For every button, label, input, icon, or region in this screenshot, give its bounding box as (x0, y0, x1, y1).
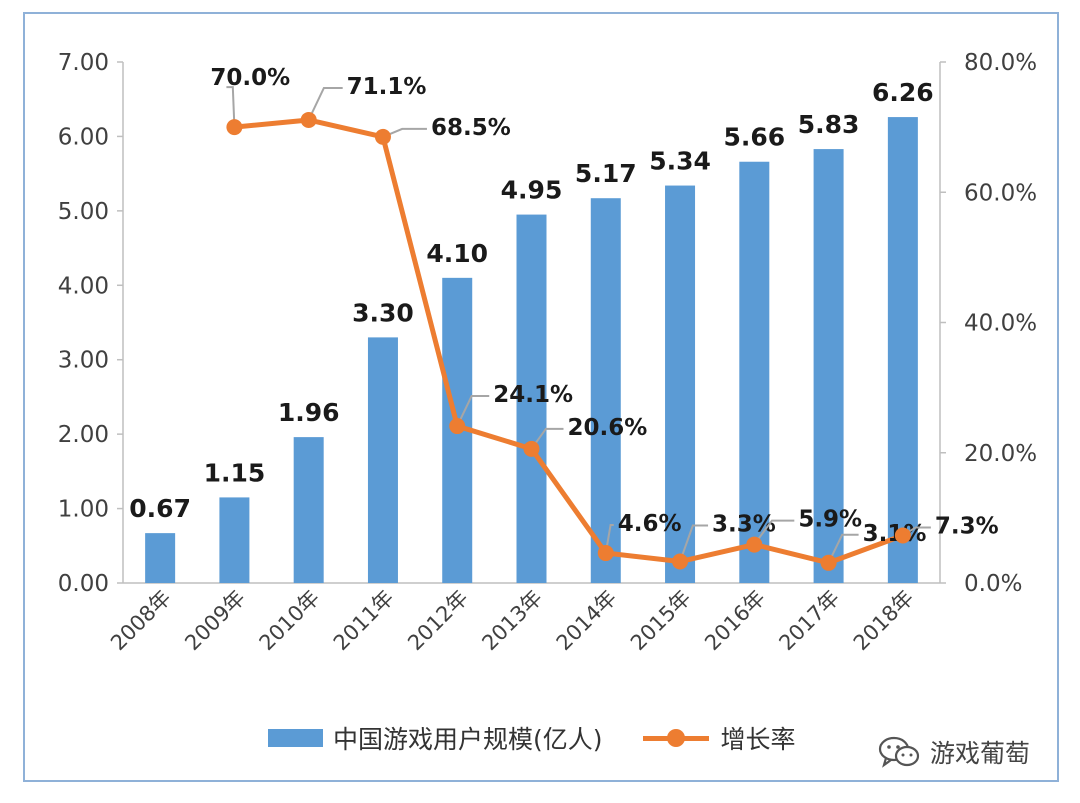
legend-users-label: 中国游戏用户规模(亿人) (333, 725, 603, 754)
bar-value-label: 4.10 (426, 239, 488, 268)
chart-frame (23, 12, 1059, 782)
bar-value-label: 1.96 (278, 398, 340, 427)
leader-line (456, 395, 490, 427)
x-tick-label: 2017年 (775, 586, 845, 656)
legend: 中国游戏用户规模(亿人) 增长率 (268, 718, 796, 758)
growth-point (226, 119, 243, 136)
right-tick-label: 0.0% (964, 571, 1022, 597)
left-tick-label: 7.00 (58, 50, 109, 76)
x-tick-label: 2008年 (106, 586, 176, 656)
growth-point (300, 111, 317, 128)
bar (887, 117, 918, 583)
bar (145, 533, 176, 583)
watermark: 游戏葡萄 (878, 734, 1030, 770)
x-tick-label: 2015年 (626, 586, 696, 656)
leader-line (753, 519, 795, 546)
growth-point (672, 553, 689, 570)
bar-value-label: 6.26 (872, 78, 934, 107)
bar (739, 161, 770, 583)
left-tick-label: 6.00 (58, 124, 109, 150)
left-tick-label: 3.00 (58, 348, 109, 374)
right-tick-label: 40.0% (964, 311, 1037, 337)
bar-value-label: 5.66 (723, 123, 785, 152)
growth-point (894, 527, 911, 544)
growth-point (449, 418, 466, 435)
bar-value-label: 5.34 (649, 147, 711, 176)
legend-line-swatch (642, 729, 709, 747)
left-tick-label: 0.00 (58, 571, 109, 597)
growth-point (523, 440, 540, 457)
bar (516, 214, 547, 584)
leader-line (307, 86, 343, 121)
left-tick-label: 2.00 (58, 422, 109, 448)
x-tick-label: 2013年 (477, 586, 547, 656)
growth-value-label: 68.5% (431, 115, 511, 141)
bar-value-label: 0.67 (129, 494, 191, 523)
bar (590, 198, 621, 583)
left-tick-label: 1.00 (58, 497, 109, 523)
watermark-text: 游戏葡萄 (930, 739, 1031, 768)
bar-value-label: 4.95 (501, 176, 563, 205)
right-tick-label: 80.0% (964, 50, 1037, 76)
growth-value-label: 20.6% (568, 415, 648, 441)
x-tick-label: 2012年 (403, 586, 473, 656)
leader-line (530, 427, 564, 450)
growth-point (746, 536, 763, 553)
right-tick-label: 60.0% (964, 180, 1037, 206)
growth-value-label: 3.1% (863, 521, 927, 547)
growth-point (374, 128, 391, 145)
leader-line (827, 533, 859, 564)
left-tick-label: 5.00 (58, 199, 109, 225)
growth-value-label: 3.3% (712, 512, 776, 538)
growth-value-label: 4.6% (618, 511, 682, 537)
growth-point (820, 554, 837, 571)
x-tick-label: 2014年 (552, 586, 622, 656)
bar-value-label: 3.30 (352, 298, 414, 327)
leader-line (226, 86, 236, 128)
x-tick-label: 2010年 (255, 586, 325, 656)
growth-value-label: 5.9% (798, 507, 862, 533)
bar (219, 497, 250, 583)
bar (293, 437, 324, 583)
x-tick-label: 2018年 (849, 586, 919, 656)
x-tick-label: 2011年 (329, 586, 399, 656)
growth-line (234, 117, 904, 566)
legend-growth-label: 增长率 (720, 725, 796, 754)
bar (367, 337, 398, 583)
legend-item-growth: 增长率 (603, 720, 796, 756)
left-tick-label: 4.00 (58, 273, 109, 299)
leader-line (679, 524, 709, 562)
growth-value-label: 70.0% (210, 65, 290, 91)
leader-line (604, 524, 614, 554)
bar-value-label: 5.83 (798, 110, 860, 139)
growth-point (597, 545, 614, 562)
growth-value-label: 24.1% (493, 382, 573, 408)
legend-item-users: 中国游戏用户规模(亿人) (268, 720, 603, 756)
bar (813, 149, 844, 583)
x-tick-label: 2016年 (700, 586, 770, 656)
growth-value-label: 7.3% (935, 513, 999, 539)
bar-value-label: 1.15 (204, 458, 266, 487)
growth-value-label: 71.1% (347, 74, 427, 100)
bar (665, 185, 696, 583)
wechat-icon (878, 736, 920, 768)
bar-value-label: 5.17 (575, 159, 637, 188)
right-tick-label: 20.0% (964, 441, 1037, 467)
legend-bar-swatch (268, 729, 323, 747)
x-tick-label: 2009年 (180, 586, 250, 656)
